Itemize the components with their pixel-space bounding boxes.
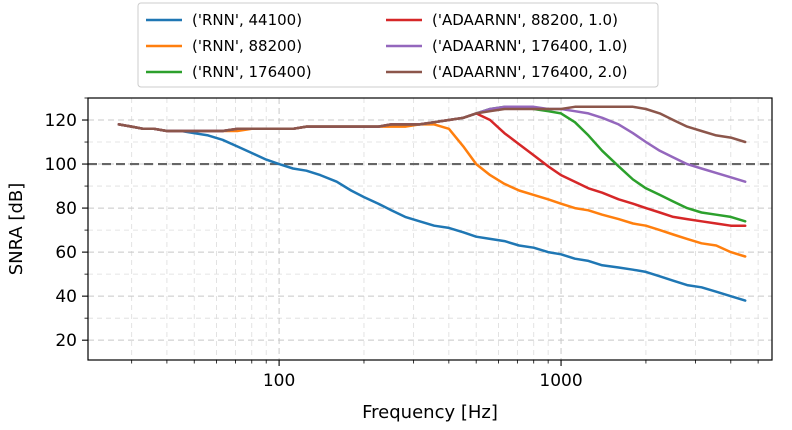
legend-label-5: ('ADAARNN', 176400, 1.0) [432,37,628,55]
y-axis-title: SNRA [dB] [6,183,27,276]
series-lines [117,105,747,302]
series-line-6 [117,105,747,144]
y-tick-label: 100 [45,155,77,175]
axis-ticks: 100 1000 20 40 60 80 100 120 [45,97,759,391]
legend-label-1: ('RNN', 44100) [192,11,302,29]
legend-label-3: ('RNN', 176400) [192,63,312,81]
legend-label-4: ('ADAARNN', 88200, 1.0) [432,11,618,29]
series-line-1 [117,123,747,302]
x-tick-label: 1000 [539,371,582,391]
y-tick-label: 80 [55,199,77,219]
legend: ('RNN', 44100) ('RNN', 88200) ('RNN', 1764… [137,2,659,88]
x-tick-label: 100 [263,371,295,391]
y-tick-label: 20 [55,331,77,351]
legend-label-2: ('RNN', 88200) [192,37,302,55]
legend-label-6: ('ADAARNN', 176400, 2.0) [432,63,628,81]
y-tick-label: 60 [55,243,77,263]
plot-frame [87,97,773,361]
y-tick-label: 40 [55,287,77,307]
y-tick-label: 120 [45,111,77,131]
x-axis-title: Frequency [Hz] [362,402,498,423]
